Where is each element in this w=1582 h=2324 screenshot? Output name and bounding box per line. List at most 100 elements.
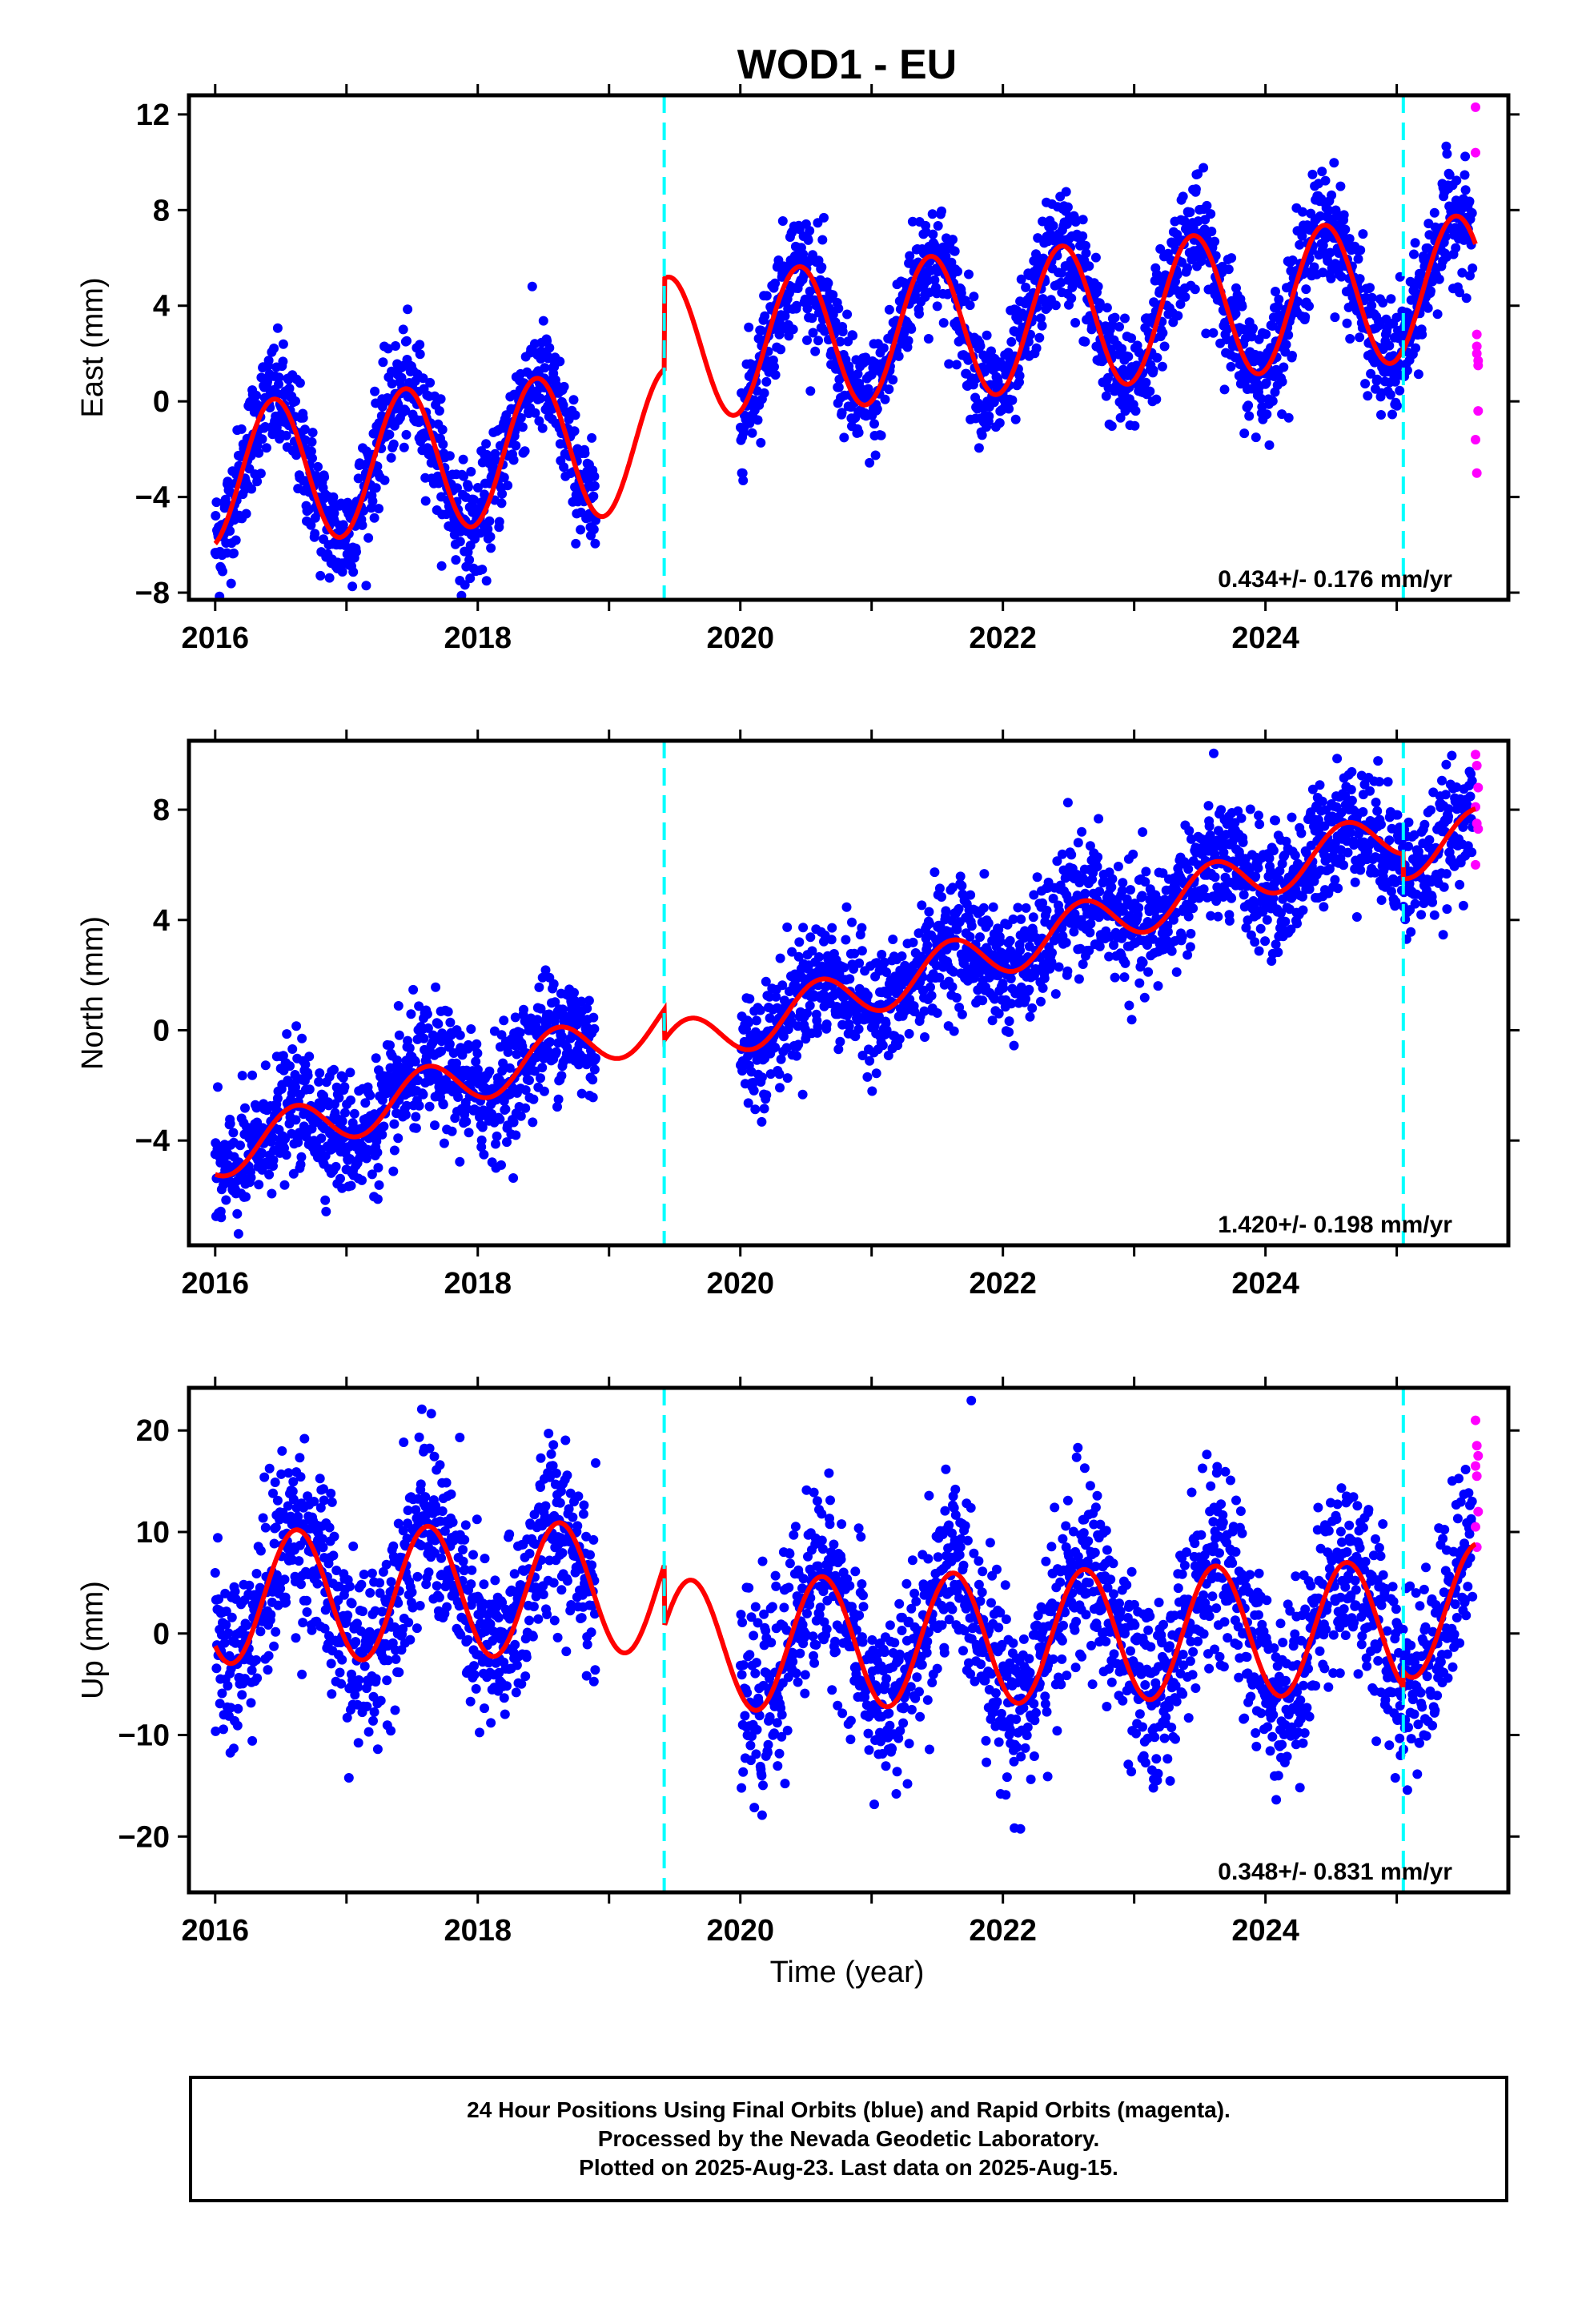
data-point [1391, 312, 1402, 323]
data-point [775, 953, 785, 963]
data-point [1094, 814, 1104, 824]
data-point [854, 958, 865, 968]
data-point [907, 216, 917, 227]
data-point [1330, 312, 1340, 323]
data-point [1211, 251, 1221, 261]
data-point [1278, 894, 1288, 904]
data-point [777, 216, 788, 226]
data-point [1332, 754, 1343, 764]
data-point [1245, 804, 1255, 814]
data-point [817, 235, 828, 245]
data-point [472, 1064, 483, 1075]
data-point [447, 1126, 457, 1136]
data-point [1468, 263, 1478, 273]
data-point [913, 928, 924, 939]
data-point [1094, 298, 1105, 308]
data-point [1133, 910, 1143, 920]
data-point [813, 336, 823, 346]
data-point [436, 561, 447, 571]
data-point [477, 565, 488, 575]
data-point [304, 1051, 315, 1062]
data-point [948, 235, 958, 245]
chart-title: WOD1 - EU [737, 42, 957, 88]
data-point [1413, 369, 1423, 380]
data-point [865, 1055, 875, 1066]
data-point [221, 1195, 231, 1205]
data-point [810, 346, 821, 356]
data-point [233, 1228, 243, 1239]
data-point [310, 529, 320, 539]
data-point [802, 335, 812, 345]
data-point [423, 1023, 433, 1033]
data-point [1461, 293, 1472, 304]
data-point [552, 1102, 562, 1112]
data-point [479, 1149, 489, 1160]
data-point [1106, 421, 1117, 431]
data-point [502, 1137, 512, 1148]
data-point [466, 1024, 476, 1034]
data-point [1340, 224, 1351, 235]
data-point [879, 957, 889, 967]
data-point [257, 1148, 267, 1158]
data-point [300, 1059, 311, 1070]
data-point [240, 1103, 250, 1113]
data-point [1046, 957, 1057, 967]
data-point [1455, 287, 1465, 298]
data-point [1290, 850, 1300, 861]
data-point [387, 379, 397, 389]
data-point [1286, 924, 1296, 935]
data-point [388, 1166, 399, 1176]
data-point [1287, 255, 1298, 265]
data-point [297, 1033, 307, 1043]
data-point [951, 992, 962, 1003]
data-point [303, 1071, 313, 1081]
data-point [808, 328, 818, 338]
data-point [1360, 379, 1371, 389]
data-point [1429, 207, 1439, 218]
data-point [1024, 984, 1034, 995]
data-point [1208, 328, 1219, 338]
data-point [1005, 935, 1015, 946]
data-point [278, 356, 288, 367]
data-point [550, 997, 560, 1007]
data-point [304, 1084, 315, 1095]
data-point [793, 1039, 804, 1050]
data-point [1307, 784, 1318, 794]
data-point [1158, 328, 1168, 338]
data-point [551, 1047, 561, 1057]
data-point [853, 369, 863, 379]
data-point [1276, 908, 1286, 919]
data-point [1296, 828, 1307, 838]
east-frame [187, 93, 1511, 602]
data-point [291, 1021, 302, 1031]
data-point [1110, 312, 1120, 323]
data-point [1304, 301, 1314, 312]
data-point [246, 1172, 256, 1183]
data-point [588, 1092, 598, 1103]
data-point [590, 538, 600, 549]
data-point [1325, 247, 1335, 258]
data-point [267, 1188, 277, 1199]
data-point [576, 1088, 587, 1099]
data-point [528, 1117, 538, 1128]
data-point [792, 1051, 801, 1061]
east-plot-area [210, 102, 1484, 600]
data-point [1321, 805, 1331, 815]
data-point [241, 1192, 251, 1202]
data-point [1460, 170, 1470, 180]
data-point [1025, 1011, 1035, 1022]
data-point [769, 362, 779, 372]
data-point [499, 1015, 509, 1026]
data-point [1128, 849, 1138, 859]
data-point [1293, 296, 1303, 307]
data-point [1254, 946, 1264, 956]
data-point [461, 1116, 472, 1127]
data-point [1281, 340, 1291, 350]
data-point [1120, 313, 1130, 324]
rapid-point [1471, 147, 1481, 158]
data-point [389, 1145, 400, 1156]
data-point [1385, 389, 1395, 400]
data-point [1298, 207, 1307, 217]
data-point [1126, 1015, 1137, 1025]
